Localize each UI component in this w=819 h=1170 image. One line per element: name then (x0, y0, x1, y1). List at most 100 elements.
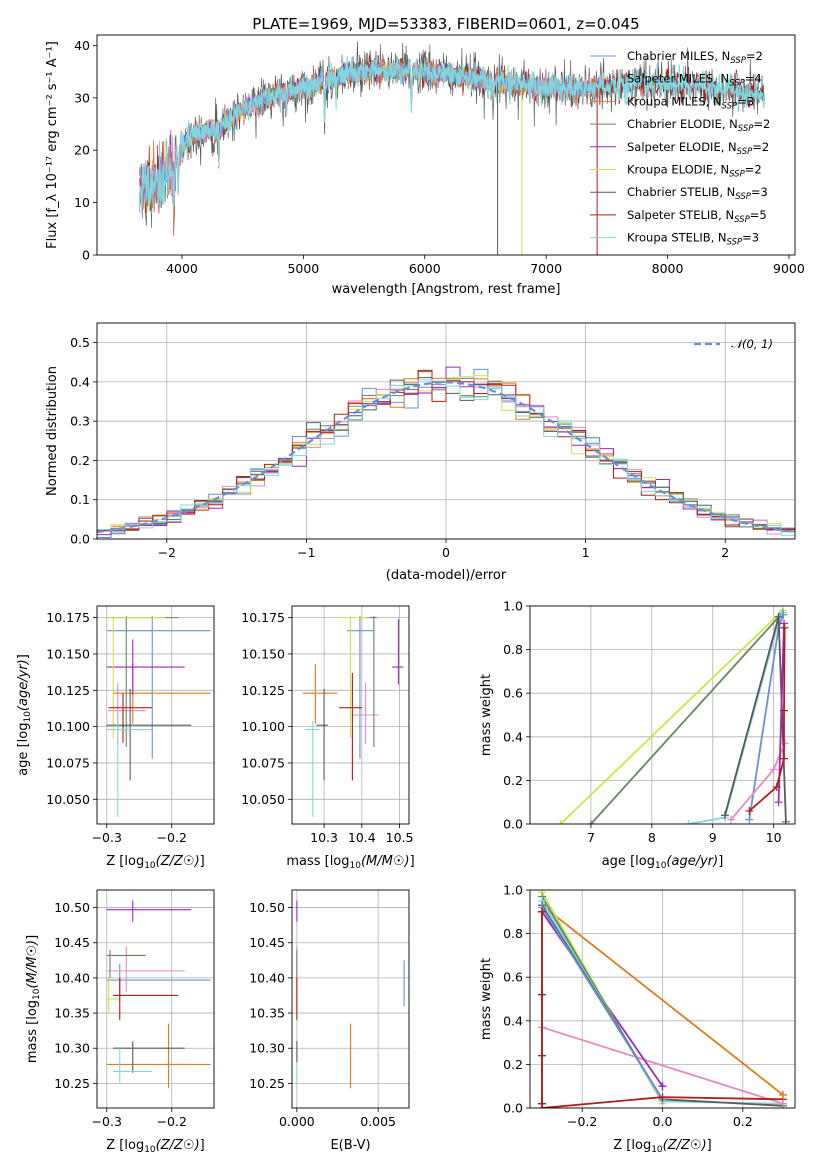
y-tick-label: 0.2 (503, 1057, 523, 1072)
weight-marker-kroupa-elodie (556, 820, 565, 824)
legend-label-kroupa-stelib: Kroupa STELIB, NSSP=3 (627, 231, 759, 248)
y-tick-label: 10.050 (241, 792, 285, 807)
legend-label-chabrier-miles: Chabrier MILES, NSSP=2 (627, 49, 763, 66)
x-tick-label: 0 (442, 545, 450, 560)
y-tick-label: 10.125 (241, 683, 285, 698)
x-tick-label: 9000 (773, 261, 805, 276)
x-tick-label: 8000 (652, 261, 684, 276)
plot-area (97, 366, 795, 538)
x-tick-label: −0.2 (157, 1114, 187, 1129)
axes-frame (96, 605, 215, 825)
y-tick-label: 10.150 (46, 646, 90, 661)
y-tick-label: 0.2 (70, 453, 90, 468)
mass-weight-vs-age-panel: 7 8 9 10 0.0 0.2 0.4 0.6 0.8 1.0 age [log10(age/yr… (479, 599, 796, 871)
legend-label-salpeter-miles: Salpeter MILES, NSSP=4 (627, 72, 762, 89)
y-tick-label: 0.0 (503, 817, 523, 832)
y-tick-label: 10.075 (241, 755, 285, 770)
x-tick-label: 10.3 (310, 830, 338, 845)
weight-marker-chabrier-stelib (781, 817, 790, 824)
y-tick-label: 0 (82, 248, 90, 263)
x-axis-label: wavelength [Angstrom, rest frame] (332, 282, 561, 297)
y-tick-label: 10.45 (249, 935, 285, 950)
plot-area (538, 890, 787, 1108)
weight-marker-salpeter-miles (778, 1099, 787, 1108)
legend-label-chabrier-elodie: Chabrier ELODIE, NSSP=2 (627, 117, 770, 134)
y-axis-label: Normed distribution (45, 366, 60, 496)
legend-label-salpeter-elodie: Salpeter ELODIE, NSSP=2 (627, 140, 769, 157)
x-tick-label: 4000 (166, 261, 198, 276)
x-tick-label: 8 (648, 830, 656, 845)
y-tick-label: 0.6 (503, 970, 523, 985)
y-tick-label: 0.4 (503, 1013, 523, 1028)
y-axis-label: age [log10(age/yr)] (16, 654, 33, 776)
weight-marker-salpeter-elodie (658, 1082, 667, 1091)
y-tick-label: 10.35 (54, 1006, 90, 1021)
weight-marker-salpeter-stelib (745, 806, 754, 815)
y-tick-label: 10.40 (54, 970, 90, 985)
y-axis-label: Flux [f_λ 10⁻¹⁷ erg cm⁻² s⁻¹ A⁻¹] (45, 41, 60, 249)
x-tick-label: −0.2 (567, 1114, 597, 1129)
x-tick-label: 2 (721, 545, 729, 560)
y-tick-label: 1.0 (503, 883, 523, 898)
weight-marker-chabrier-elodie (586, 820, 595, 824)
y-tick-label: 0.0 (503, 1101, 523, 1116)
axes-frame (291, 889, 410, 1109)
spectrum-line-kroupa-stelib (138, 56, 765, 213)
histogram-salpeter-stelib (97, 369, 795, 532)
weight-line-salpeter-stelib (541, 911, 784, 1108)
weight-marker-salpeter-stelib (538, 1099, 547, 1108)
y-tick-label: 0.2 (503, 773, 523, 788)
y-tick-label: 10.30 (54, 1041, 90, 1056)
plot-area (106, 616, 211, 817)
plot-area (296, 900, 405, 1089)
y-tick-label: 10 (74, 195, 90, 210)
y-axis-label: mass [log10(M/M☉)] (25, 935, 42, 1063)
weight-marker-chabrier-stelib (774, 612, 783, 621)
histogram-kroupa-stelib (97, 379, 795, 536)
weight-marker-salpeter-stelib (538, 990, 547, 999)
figure-title: PLATE=1969, MJD=53383, FIBERID=0601, z=0… (252, 15, 639, 33)
y-tick-label: 10.075 (46, 755, 90, 770)
x-tick-label: 0.2 (733, 1114, 753, 1129)
weight-marker-chabrier-stelib (720, 811, 729, 820)
weight-marker-salpeter-stelib (538, 1051, 547, 1060)
spectrum-panel: 4000 5000 6000 7000 8000 9000 0 10 20 30 40 wavelen… (45, 34, 805, 297)
y-tick-label: 0.8 (503, 926, 523, 941)
age-vs-z-panel: −0.3 −0.2 10.050 10.075 10.100 10.125 10.150 10… (16, 605, 215, 871)
y-tick-label: 10.175 (46, 610, 90, 625)
weight-marker-salpeter-stelib (780, 623, 789, 632)
y-tick-label: 10.50 (54, 900, 90, 915)
y-tick-label: 0.4 (503, 729, 523, 744)
y-tick-label: 10.100 (46, 719, 90, 734)
axes-frame (529, 605, 796, 825)
weight-marker-salpeter-stelib (780, 754, 789, 763)
weight-line-kroupa-elodie (559, 609, 784, 824)
mass-vs-ebv-panel: 0.000 0.005 10.25 10.30 10.35 10.40 10.45 10.50… (249, 889, 410, 1153)
age-vs-mass-panel: 10.3 10.4 10.5 10.050 10.075 10.100 10.125 10.1… (241, 605, 415, 871)
weight-line-kroupa-stelib (688, 611, 785, 824)
x-tick-label: 10.4 (348, 830, 376, 845)
y-tick-label: 0.4 (70, 374, 90, 389)
y-tick-label: 10.050 (46, 792, 90, 807)
weight-line-chabrier-miles (541, 906, 664, 1104)
weight-marker-kroupa-stelib (684, 820, 693, 824)
x-tick-label: 6000 (409, 261, 441, 276)
weight-marker-salpeter-stelib (772, 782, 781, 791)
x-axis-label: mass [log10(M/M☉)] (286, 854, 414, 871)
plot-area (302, 616, 404, 817)
y-tick-label: 10.25 (249, 1076, 285, 1091)
y-tick-label: 40 (74, 38, 90, 53)
weight-line-salpeter-miles (730, 742, 786, 821)
axes-frame (291, 605, 410, 825)
weight-marker-salpeter-elodie (780, 619, 789, 628)
y-tick-label: 10.50 (249, 900, 285, 915)
x-tick-label: 10.5 (386, 830, 414, 845)
mass-vs-z-panel: −0.3 −0.2 10.25 10.30 10.35 10.40 10.45 10.50 Z … (25, 889, 215, 1155)
weight-marker-salpeter-stelib (538, 907, 547, 916)
x-tick-label: −0.3 (92, 830, 122, 845)
x-tick-label: 0.0 (653, 1114, 673, 1129)
x-tick-label: 5000 (287, 261, 319, 276)
y-axis-label: mass weight (479, 958, 494, 1040)
x-tick-label: −2 (158, 545, 176, 560)
x-axis-label: age [log10(age/yr)] (602, 854, 724, 871)
